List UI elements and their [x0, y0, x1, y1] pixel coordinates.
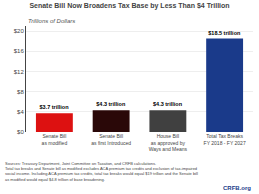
svg-text:Trillions of Dollars: Trillions of Dollars	[28, 18, 75, 24]
svg-text:$18.5 trillion: $18.5 trillion	[208, 30, 241, 36]
svg-text:$8: $8	[17, 89, 24, 95]
svg-text:CRFB.org: CRFB.org	[223, 185, 251, 191]
svg-text:$12: $12	[14, 69, 25, 75]
svg-text:$4.3 trillion: $4.3 trillion	[153, 101, 183, 107]
svg-text:Senate Billas modified: Senate Billas modified	[42, 133, 68, 146]
svg-text:$4.3 trillion: $4.3 trillion	[96, 101, 126, 107]
svg-text:$16: $16	[14, 48, 25, 54]
svg-text:$4: $4	[17, 109, 24, 115]
svg-text:Senate Billas first Introduced: Senate Billas first Introduced	[91, 133, 131, 146]
svg-text:Sources: Treasury Department,: Sources: Treasury Department, Joint Comm…	[5, 161, 198, 182]
svg-text:$20: $20	[14, 28, 25, 34]
svg-text:$0: $0	[17, 129, 24, 135]
svg-text:House Billas approved byWays a: House Billas approved byWays and Means	[149, 133, 188, 152]
svg-text:Senate Bill Now Broadens Tax B: Senate Bill Now Broadens Tax Base by Les…	[29, 2, 229, 10]
svg-text:$3.7 trillion: $3.7 trillion	[40, 104, 70, 110]
svg-text:Total Tax BreaksFY 2018 - FY 2: Total Tax BreaksFY 2018 - FY 2027	[204, 133, 246, 146]
